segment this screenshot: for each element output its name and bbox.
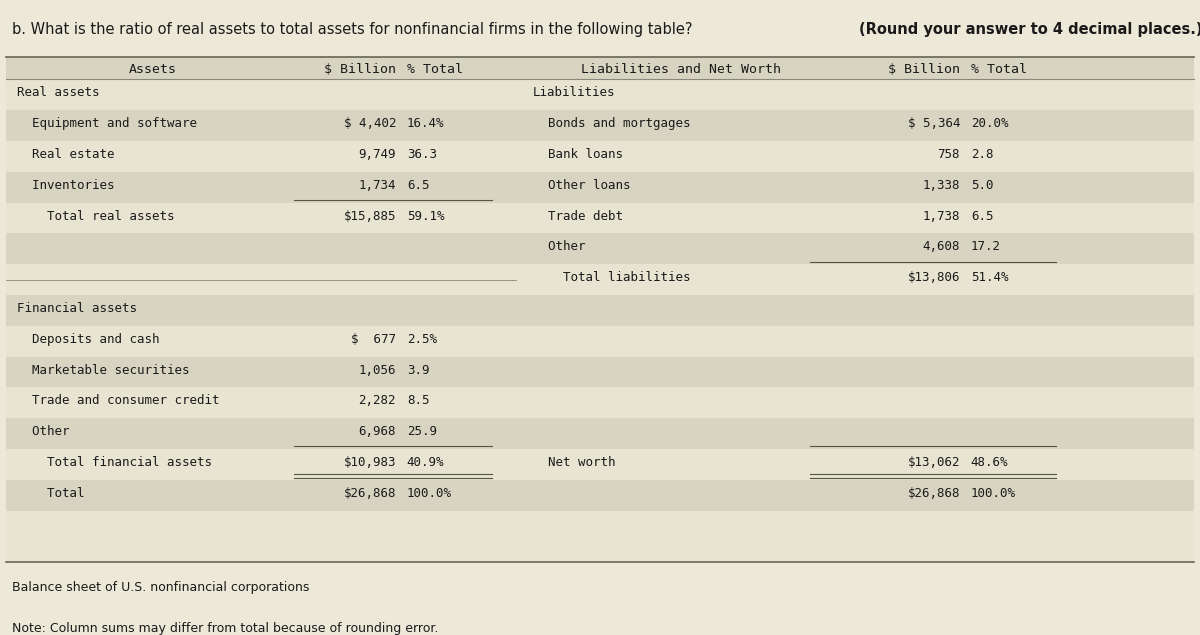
Text: Total financial assets: Total financial assets (17, 456, 212, 469)
Text: $13,806: $13,806 (907, 271, 960, 284)
Text: 2.8: 2.8 (971, 148, 994, 161)
Text: 59.1%: 59.1% (407, 210, 444, 222)
Text: $ 5,364: $ 5,364 (907, 117, 960, 130)
Text: 8.5: 8.5 (407, 394, 430, 407)
Text: Balance sheet of U.S. nonfinancial corporations: Balance sheet of U.S. nonfinancial corpo… (12, 581, 310, 594)
Text: 3.9: 3.9 (407, 364, 430, 377)
Text: 4,608: 4,608 (923, 241, 960, 253)
FancyBboxPatch shape (6, 264, 1194, 295)
FancyBboxPatch shape (6, 295, 1194, 326)
FancyBboxPatch shape (6, 110, 1194, 141)
Text: Real estate: Real estate (17, 148, 114, 161)
Text: Trade debt: Trade debt (533, 210, 623, 222)
Text: 40.9%: 40.9% (407, 456, 444, 469)
FancyBboxPatch shape (6, 387, 1194, 418)
FancyBboxPatch shape (6, 449, 1194, 480)
Text: Trade and consumer credit: Trade and consumer credit (17, 394, 220, 407)
Text: 6.5: 6.5 (971, 210, 994, 222)
Text: Total liabilities: Total liabilities (533, 271, 690, 284)
Text: 5.0: 5.0 (971, 179, 994, 192)
FancyBboxPatch shape (6, 326, 1194, 357)
Text: 1,056: 1,056 (359, 364, 396, 377)
Text: $10,983: $10,983 (343, 456, 396, 469)
Text: (Round your answer to 4 decimal places.): (Round your answer to 4 decimal places.) (859, 22, 1200, 37)
Text: 51.4%: 51.4% (971, 271, 1008, 284)
Text: Deposits and cash: Deposits and cash (17, 333, 160, 345)
Text: 20.0%: 20.0% (971, 117, 1008, 130)
FancyBboxPatch shape (6, 141, 1194, 171)
Text: Other: Other (17, 425, 70, 438)
FancyBboxPatch shape (6, 480, 1194, 511)
Text: Other: Other (533, 241, 586, 253)
Text: 6,968: 6,968 (359, 425, 396, 438)
Text: 25.9: 25.9 (407, 425, 437, 438)
Text: Net worth: Net worth (533, 456, 616, 469)
FancyBboxPatch shape (6, 233, 1194, 264)
Text: Note: Column sums may differ from total because of rounding error.: Note: Column sums may differ from total … (12, 622, 438, 635)
Text: 1,738: 1,738 (923, 210, 960, 222)
Text: % Total: % Total (407, 63, 463, 76)
Text: 17.2: 17.2 (971, 241, 1001, 253)
Text: 1,338: 1,338 (923, 179, 960, 192)
Text: $26,868: $26,868 (907, 487, 960, 500)
Text: Liabilities and Net Worth: Liabilities and Net Worth (581, 63, 781, 76)
Text: Bank loans: Bank loans (533, 148, 623, 161)
FancyBboxPatch shape (6, 171, 1194, 203)
FancyBboxPatch shape (6, 57, 1194, 562)
Text: Total real assets: Total real assets (17, 210, 174, 222)
Text: Total: Total (17, 487, 84, 500)
Text: Equipment and software: Equipment and software (17, 117, 197, 130)
Text: 36.3: 36.3 (407, 148, 437, 161)
Text: 758: 758 (937, 148, 960, 161)
Text: Other loans: Other loans (533, 179, 630, 192)
Text: 2,282: 2,282 (359, 394, 396, 407)
FancyBboxPatch shape (6, 79, 1194, 110)
Text: 100.0%: 100.0% (971, 487, 1016, 500)
Text: Inventories: Inventories (17, 179, 114, 192)
FancyBboxPatch shape (6, 203, 1194, 233)
Text: 9,749: 9,749 (359, 148, 396, 161)
Text: $13,062: $13,062 (907, 456, 960, 469)
Text: $15,885: $15,885 (343, 210, 396, 222)
Text: Bonds and mortgages: Bonds and mortgages (533, 117, 690, 130)
Text: $26,868: $26,868 (343, 487, 396, 500)
FancyBboxPatch shape (6, 357, 1194, 387)
Text: $ Billion: $ Billion (324, 63, 396, 76)
Text: Marketable securities: Marketable securities (17, 364, 190, 377)
Text: Liabilities: Liabilities (533, 86, 616, 99)
Text: % Total: % Total (971, 63, 1027, 76)
Text: 100.0%: 100.0% (407, 487, 452, 500)
Text: 2.5%: 2.5% (407, 333, 437, 345)
Text: $  677: $ 677 (352, 333, 396, 345)
Text: 6.5: 6.5 (407, 179, 430, 192)
FancyBboxPatch shape (6, 418, 1194, 449)
Text: 48.6%: 48.6% (971, 456, 1008, 469)
Text: 16.4%: 16.4% (407, 117, 444, 130)
FancyBboxPatch shape (6, 57, 1194, 88)
Text: Assets: Assets (130, 63, 178, 76)
Text: $ Billion: $ Billion (888, 63, 960, 76)
Text: Real assets: Real assets (17, 86, 100, 99)
Text: $ 4,402: $ 4,402 (343, 117, 396, 130)
Text: b. What is the ratio of real assets to total assets for nonfinancial firms in th: b. What is the ratio of real assets to t… (12, 22, 697, 37)
Text: 1,734: 1,734 (359, 179, 396, 192)
Text: Financial assets: Financial assets (17, 302, 137, 315)
